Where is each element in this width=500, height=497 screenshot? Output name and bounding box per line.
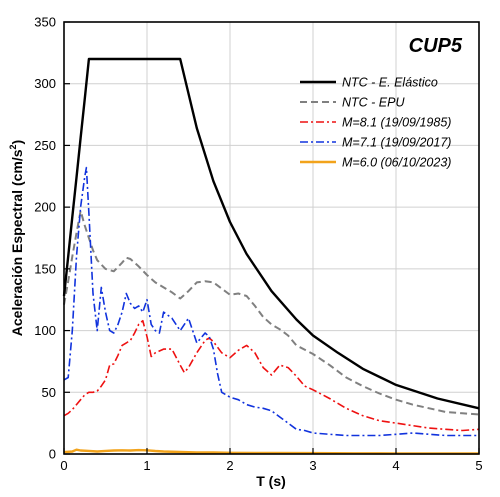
legend-label-3: M=8.1 (19/09/1985) <box>342 116 451 130</box>
y-tick-label: 350 <box>34 15 56 30</box>
series-line-1 <box>62 57 480 410</box>
y-tick-label: 50 <box>42 385 56 400</box>
legend-label-1: NTC - E. Elástico <box>342 76 438 90</box>
legend-label-4: M=7.1 (19/09/2017) <box>342 136 451 150</box>
series-line-5 <box>63 448 480 455</box>
y-tick-label: 150 <box>34 261 56 276</box>
y-tick-label: 250 <box>34 138 56 153</box>
x-axis-title: T (s) <box>256 473 286 489</box>
x-tick-label: 3 <box>309 458 316 473</box>
chart-title: CUP5 <box>409 35 463 57</box>
legend-label-2: NTC - EPU <box>342 96 405 110</box>
y-axis-title-end: ) <box>9 140 25 145</box>
plot-background <box>64 22 479 454</box>
y-axis-title-main: Aceleración Espectral (cm/s <box>9 149 25 336</box>
y-axis-title: Aceleración Espectral (cm/s2) <box>8 140 25 336</box>
x-tick-label: 4 <box>392 458 399 473</box>
legend: NTC - E. Elástico NTC - EPU M=8.1 (19/09/1… <box>300 76 451 170</box>
series-line-3 <box>63 319 480 432</box>
legend-label-5: M=6.0 (06/10/2023) <box>342 156 451 170</box>
y-tick-label: 100 <box>34 323 56 338</box>
x-tick-label: 5 <box>475 458 482 473</box>
y-tick-label: 300 <box>34 76 56 91</box>
x-tick-label: 0 <box>60 458 67 473</box>
series-line-2 <box>63 209 480 416</box>
series-layer <box>62 57 480 455</box>
y-axis-title-sup: 2 <box>8 144 18 149</box>
y-tick-label: 0 <box>49 447 56 462</box>
series-line-4 <box>63 166 479 437</box>
y-tick-label: 200 <box>34 200 56 215</box>
x-tick-label: 1 <box>143 458 150 473</box>
x-tick-label: 2 <box>226 458 233 473</box>
plot-frame <box>63 21 480 455</box>
